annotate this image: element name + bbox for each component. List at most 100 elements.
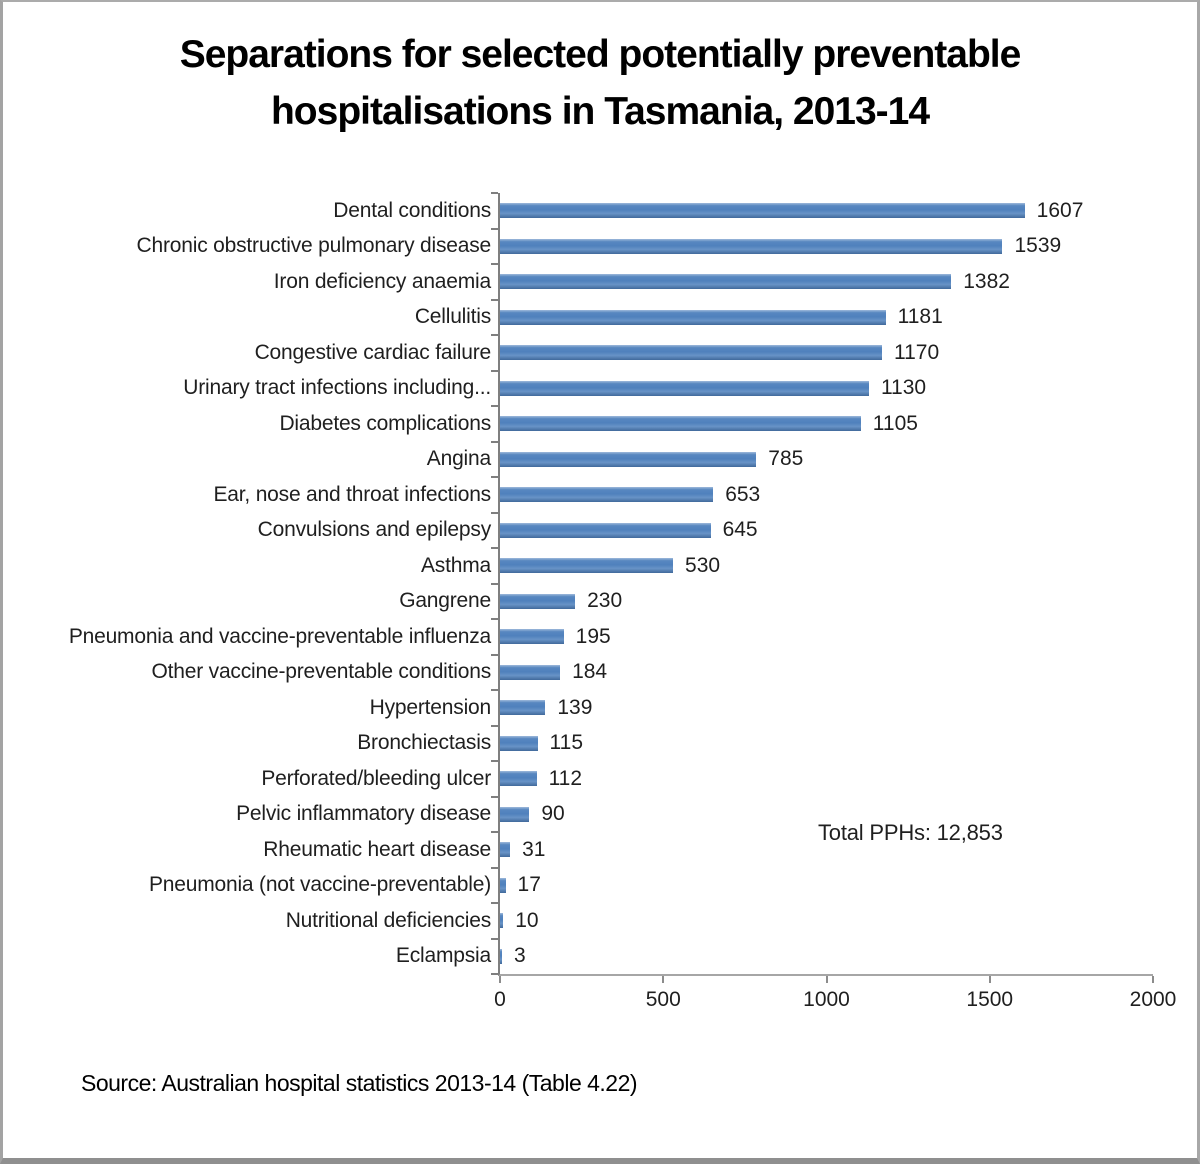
x-axis-tick-label: 0 [494, 988, 506, 1011]
bar [500, 913, 504, 929]
value-label: 17 [517, 873, 541, 897]
bar [500, 806, 530, 822]
bar [500, 203, 1025, 219]
category-label: Convulsions and epilepsy [257, 518, 492, 542]
value-label: 230 [587, 589, 623, 613]
bar [500, 700, 546, 716]
y-axis-tick [491, 689, 498, 691]
y-axis-tick [491, 653, 498, 656]
value-label: 10 [515, 908, 539, 932]
y-axis-tick [491, 866, 498, 869]
category-label: Cellulitis [414, 305, 491, 329]
category-label: Nutritional deficiencies [285, 908, 492, 932]
y-axis-tick [491, 973, 498, 975]
value-label: 1130 [880, 376, 927, 400]
category-label: Pelvic inflammatory disease [236, 802, 491, 826]
bar [500, 735, 538, 751]
x-axis-tick [988, 976, 991, 983]
category-label: Eclampsia [395, 944, 491, 968]
chart-title-line2: hospitalisations in Tasmania, 2013-14 [270, 90, 930, 133]
y-axis-tick [491, 795, 498, 798]
category-label: Angina [426, 447, 491, 471]
bar [500, 664, 561, 680]
bar [500, 345, 882, 361]
y-axis-tick [491, 547, 498, 549]
bar [500, 877, 506, 893]
y-axis-tick [491, 192, 498, 194]
bar [500, 771, 537, 787]
source-note: Source: Australian hospital statistics 2… [81, 1070, 638, 1096]
y-axis-tick [491, 511, 498, 514]
bar [500, 451, 757, 467]
category-label: Urinary tract infections including... [183, 376, 491, 400]
value-label: 1539 [1014, 234, 1062, 258]
value-label: 90 [541, 802, 565, 826]
y-axis-tick [491, 582, 498, 585]
y-axis-tick [491, 937, 498, 940]
category-label: Pneumonia (not vaccine-preventable) [148, 873, 491, 897]
y-axis-tick [491, 724, 498, 727]
value-label: 785 [768, 447, 804, 471]
y-axis-tick [491, 334, 498, 336]
x-axis-tick-label: 1000 [803, 988, 850, 1011]
category-label: Rheumatic heart disease [263, 837, 491, 861]
value-label: 653 [725, 482, 761, 506]
category-label: Hypertension [369, 695, 492, 719]
value-label: 1105 [872, 411, 918, 435]
y-axis-tick [491, 405, 498, 407]
y-axis-tick [491, 440, 498, 443]
y-axis-tick [491, 263, 498, 265]
x-axis-tick-label: 1500 [966, 988, 1014, 1011]
bar [500, 238, 1003, 254]
value-label: 1607 [1036, 198, 1084, 222]
y-axis-tick [491, 227, 498, 230]
y-axis-tick [491, 476, 498, 478]
value-label: 115 [549, 731, 584, 755]
y-axis-tick [491, 760, 498, 762]
y-axis-tick [491, 618, 498, 620]
chart-title-line1: Separations for selected potentially pre… [179, 33, 1022, 76]
value-label: 645 [722, 518, 758, 542]
value-label: 1170 [894, 340, 940, 364]
bar [500, 274, 952, 290]
category-label: Ear, nose and throat infections [213, 482, 492, 506]
value-label: 1382 [963, 269, 1010, 293]
bar [500, 380, 869, 396]
total-pph-annotation: Total PPHs: 12,853 [818, 820, 1003, 845]
bar [500, 522, 711, 538]
category-label: Gangrene [399, 589, 491, 613]
value-label: 3 [514, 944, 526, 968]
bar [500, 416, 861, 432]
bar [500, 487, 714, 503]
value-label: 530 [685, 553, 721, 577]
category-label: Chronic obstructive pulmonary disease [136, 234, 492, 258]
value-label: 1181 [897, 305, 943, 329]
value-label: 31 [522, 837, 546, 861]
chart-title: Separations for selected potentially pre… [3, 26, 1197, 140]
value-label: 184 [572, 660, 608, 684]
category-label: Bronchiectasis [357, 731, 491, 755]
category-label: Perforated/bleeding ulcer [261, 766, 491, 790]
category-label: Pneumonia and vaccine-preventable influe… [68, 624, 491, 648]
x-axis-tick [662, 976, 665, 983]
y-axis-tick [491, 831, 498, 833]
bar [500, 948, 502, 964]
x-axis-tick [499, 976, 501, 983]
plot-area: Dental conditions 1607 Chronic obstructive… [69, 192, 1176, 1011]
category-label: Other vaccine-preventable conditions [151, 660, 492, 684]
bar [500, 629, 564, 645]
value-label: 139 [557, 695, 593, 719]
x-axis-tick [825, 976, 828, 983]
y-axis-tick [491, 902, 498, 904]
y-axis-tick [491, 298, 498, 301]
bar [500, 558, 674, 574]
bar [500, 593, 576, 609]
category-label: Asthma [421, 553, 491, 577]
value-label: 195 [575, 624, 611, 648]
y-axis-tick [491, 369, 498, 372]
value-label: 112 [548, 766, 583, 790]
x-axis-tick-label: 2000 [1129, 988, 1177, 1011]
category-label: Diabetes complications [279, 411, 491, 435]
category-label: Iron deficiency anaemia [273, 269, 491, 293]
